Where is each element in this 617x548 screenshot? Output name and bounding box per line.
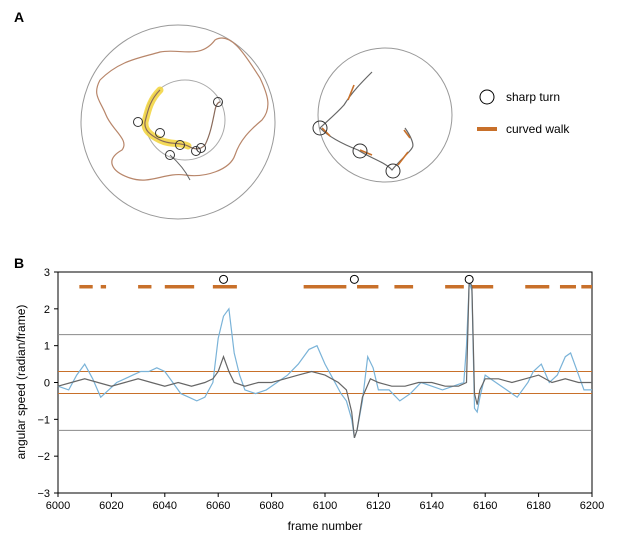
x-tick-label: 6120 [366, 500, 390, 512]
panel-b-label: B [14, 255, 24, 271]
x-tick-label: 6040 [153, 500, 177, 512]
y-tick-label: 3 [44, 267, 50, 279]
y-axis-label: angular speed (radian/frame) [14, 305, 28, 460]
sharp-turn-marker [133, 117, 143, 127]
sharp-turn-markers [219, 274, 474, 284]
series-line-2 [57, 279, 592, 438]
sharp-turn-marker [196, 143, 206, 153]
line-chart: 6000 6020 6040 6060 6080 6100 6120 6140 6160 6180… [14, 267, 604, 533]
sharp-turn-marker [352, 143, 368, 159]
threshold-lines [58, 334, 592, 431]
x-tick-label: 6140 [420, 500, 444, 512]
y-tick-label: −2 [37, 451, 50, 463]
y-axis-ticks: −3 −2 −1 0 1 2 3 [37, 267, 58, 500]
y-tick-label: −1 [37, 414, 50, 426]
sharp-turn-marker [191, 146, 201, 156]
trajectory-curved-segments [321, 84, 411, 166]
x-tick-label: 6020 [99, 500, 123, 512]
legend: sharp turn curved walk [477, 89, 570, 136]
x-axis-ticks: 6000 6020 6040 6060 6080 6100 6120 6140 6160 6180… [46, 493, 604, 512]
y-tick-label: 1 [44, 341, 50, 353]
x-tick-label: 6060 [206, 500, 230, 512]
y-tick-label: −3 [37, 488, 50, 500]
panel-a-label: A [14, 9, 24, 25]
x-tick-label: 6080 [259, 500, 283, 512]
arena-small [312, 47, 453, 183]
sharp-turn-marker [155, 128, 165, 138]
series-line-1 [57, 282, 592, 438]
sharp-turn-point [349, 274, 359, 284]
trajectory-inner [144, 89, 221, 150]
trajectory-tail [169, 154, 191, 181]
x-tick-label: 6180 [526, 500, 550, 512]
sharp-turn-marker [385, 163, 401, 179]
y-tick-label: 2 [44, 304, 50, 316]
trajectory-outer [96, 37, 269, 181]
sharp-turn-marker [213, 97, 223, 107]
highlight-path [141, 86, 192, 150]
x-tick-label: 6160 [473, 500, 497, 512]
sharp-turn-marker [175, 140, 185, 150]
legend-label-sharp-turn: sharp turn [506, 90, 560, 104]
y-tick-label: 0 [44, 378, 50, 390]
trajectory-small [319, 71, 414, 171]
arena-large [80, 24, 276, 220]
x-tick-label: 6000 [46, 500, 70, 512]
sharp-turn-legend-icon [479, 89, 495, 105]
arena-small-boundary [317, 47, 453, 183]
x-axis-label: frame number [288, 519, 363, 533]
legend-label-curved-walk: curved walk [506, 122, 570, 136]
series-lines [57, 279, 592, 438]
sharp-turn-point [464, 274, 474, 284]
x-tick-label: 6200 [580, 500, 604, 512]
x-tick-label: 6100 [313, 500, 337, 512]
sharp-turn-marker [165, 150, 175, 160]
sharp-turn-marker [312, 120, 328, 136]
arena-large-boundary [80, 24, 276, 220]
sharp-turn-point [219, 274, 229, 284]
